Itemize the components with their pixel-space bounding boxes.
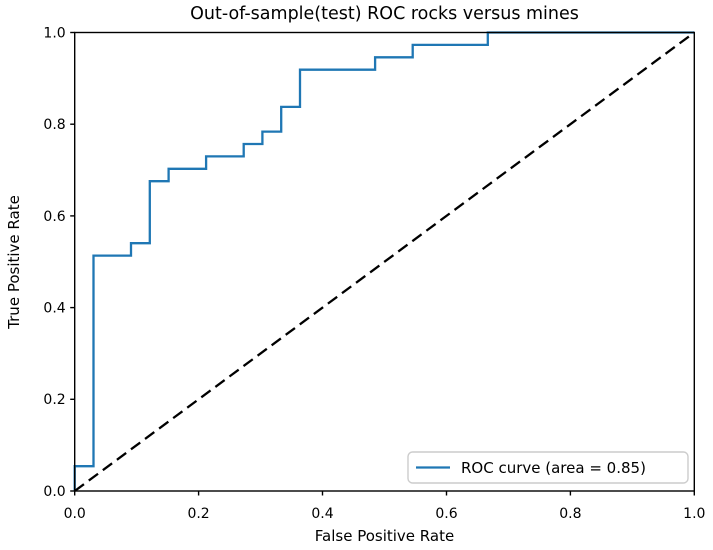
x-tick-label: 1.0 <box>683 506 705 522</box>
x-tick-label: 0.0 <box>64 506 86 522</box>
plot-series-layer <box>73 31 695 492</box>
x-axis-ticks: 0.0 0.2 0.4 0.6 0.8 1.0 <box>64 491 705 522</box>
axes-border <box>73 31 695 492</box>
legend-box <box>407 451 689 484</box>
x-axis-label: False Positive Rate <box>315 527 454 545</box>
x-tick-label: 0.2 <box>187 506 209 522</box>
roc-curve-line <box>73 31 695 491</box>
y-tick-label: 0.0 <box>43 484 65 500</box>
y-tick-label: 0.8 <box>43 117 65 133</box>
y-tick-label: 0.6 <box>43 209 65 225</box>
x-tick-label: 0.8 <box>559 506 581 522</box>
y-tick-label: 0.4 <box>43 301 65 317</box>
chart-title: Out-of-sample(test) ROC rocks versus min… <box>190 4 579 24</box>
x-tick-label: 0.6 <box>435 506 457 522</box>
x-tick-label: 0.4 <box>311 506 333 522</box>
legend-label: ROC curve (area = 0.85) <box>461 459 646 477</box>
legend: ROC curve (area = 0.85) <box>407 451 689 484</box>
chance-diagonal-line <box>74 31 695 492</box>
y-tick-label: 1.0 <box>43 25 65 41</box>
y-tick-label: 0.2 <box>43 392 65 408</box>
y-axis-label: True Positive Rate <box>5 195 23 330</box>
y-axis-ticks: 0.0 0.2 0.4 0.6 0.8 1.0 <box>43 25 75 500</box>
